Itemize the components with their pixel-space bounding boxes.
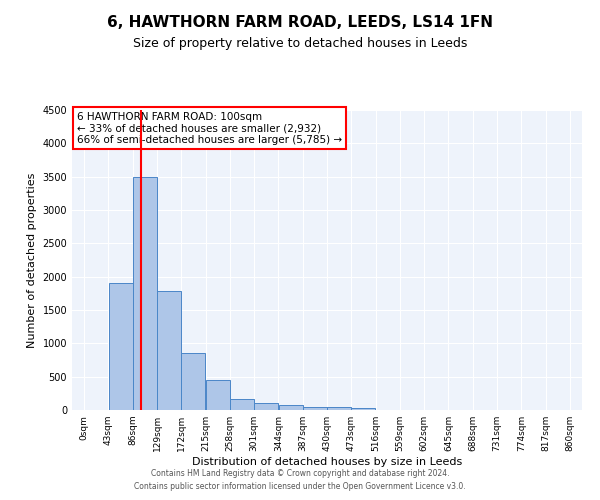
Bar: [278, 406, 302, 410]
Bar: [206, 380, 230, 410]
X-axis label: Distribution of detached houses by size in Leeds: Distribution of detached houses by size …: [192, 457, 462, 467]
Bar: [327, 408, 351, 410]
Bar: [352, 408, 376, 410]
Text: Size of property relative to detached houses in Leeds: Size of property relative to detached ho…: [133, 38, 467, 51]
Y-axis label: Number of detached properties: Number of detached properties: [27, 172, 37, 348]
Bar: [181, 354, 205, 410]
Text: 6, HAWTHORN FARM ROAD, LEEDS, LS14 1FN: 6, HAWTHORN FARM ROAD, LEEDS, LS14 1FN: [107, 15, 493, 30]
Bar: [133, 176, 157, 410]
Text: Contains public sector information licensed under the Open Government Licence v3: Contains public sector information licen…: [134, 482, 466, 491]
Text: 6 HAWTHORN FARM ROAD: 100sqm
← 33% of detached houses are smaller (2,932)
66% of: 6 HAWTHORN FARM ROAD: 100sqm ← 33% of de…: [77, 112, 342, 144]
Bar: [109, 284, 133, 410]
Bar: [303, 406, 327, 410]
Bar: [230, 400, 254, 410]
Bar: [157, 292, 181, 410]
Bar: [254, 404, 278, 410]
Text: Contains HM Land Registry data © Crown copyright and database right 2024.: Contains HM Land Registry data © Crown c…: [151, 468, 449, 477]
